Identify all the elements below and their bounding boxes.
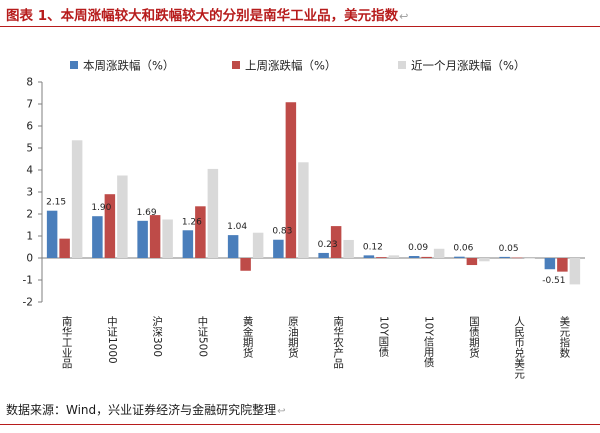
bar [252,232,264,258]
top-rule [0,26,600,27]
paragraph-mark-icon: ↩ [277,406,286,417]
bar [569,258,581,285]
data-label: 1.26 [182,217,202,227]
bar [240,258,251,271]
bar [524,258,535,259]
chart-title: 图表 1、本周涨幅较大和跌幅较大的分别是南华工业品，美元指数↩ [6,8,409,24]
bar [137,220,148,258]
y-tick-label: 4 [26,165,33,177]
legend-swatch [398,61,406,69]
bar [59,238,70,258]
category-label: 原油期货 [287,316,299,359]
bar [511,257,523,259]
bar [499,256,510,258]
bar [318,252,329,258]
y-tick-label: 2 [26,209,33,221]
data-label: -0.51 [542,276,565,286]
source-note: 数据来源：Wind，兴业证券经济与金融研究院整理↩ [6,403,286,417]
y-tick-label: 5 [26,143,33,155]
bar [298,162,309,258]
bar [227,235,239,258]
bar [557,258,568,272]
category-label: 中证500 [196,315,208,357]
category-labels: 南华工业品 中证1000 沪深300 中证500 黄金期货 原油期货 南华农产品 10Y国债 1… [61,315,571,379]
y-tick-label: -2 [23,297,33,309]
bar [363,255,375,258]
data-label: 0.05 [499,244,519,254]
bar [421,256,432,258]
bar [92,216,103,258]
data-label: 1.69 [137,208,157,218]
bar [149,215,161,258]
bar [195,206,206,258]
bar-chart: 本周涨跌幅（%） 上周涨跌幅（%） 近一个月涨跌幅（%） -2 -1 0 1 2 3 4 5 6 7 8… [23,59,585,379]
bar [285,102,297,259]
bar [408,256,420,258]
legend-label: 本周涨跌幅（%） [83,59,174,73]
bar [544,258,556,270]
data-labels: 2.15 1.90 1.69 1.26 1.04 0.83 0.23 0.12 0.09 0.06… [46,198,565,287]
bar [273,239,284,258]
bar-series [46,102,581,285]
paragraph-mark-icon: ↩ [399,10,409,23]
y-tick-label: 0 [26,253,33,265]
bar [46,210,58,258]
data-label: 1.04 [227,222,247,232]
bar [454,256,465,258]
legend: 本周涨跌幅（%） 上周涨跌幅（%） 近一个月涨跌幅（%） [70,59,525,73]
category-label: 10Y国债 [377,316,389,358]
category-label: 国债期货 [468,316,480,359]
category-label: 人民币兑美元 [513,316,525,379]
legend-label: 上周涨跌幅（%） [245,59,336,73]
bar [117,175,128,258]
y-tick-label: 6 [26,121,33,133]
y-tick-label: 1 [26,231,33,243]
bar [182,230,194,258]
bottom-rule [0,424,600,425]
bar [104,194,116,258]
bar [207,168,219,258]
data-label: 0.83 [272,227,292,237]
y-tick-label: 8 [26,77,33,89]
category-label: 沪深300 [151,315,163,357]
bar [433,248,445,258]
y-axis: -2 -1 0 1 2 3 4 5 6 7 8 [23,77,43,309]
category-label: 美元指数 [558,315,570,359]
y-tick-label: 3 [26,187,33,199]
data-label: 0.23 [318,240,338,250]
bar [330,226,342,258]
y-tick-label: 7 [26,99,33,111]
y-tick-label: -1 [23,275,33,287]
data-label: 0.06 [453,244,473,254]
bar [466,258,478,266]
data-label: 0.12 [363,242,383,252]
category-label: 10Y信用债 [423,316,435,368]
bar [343,239,354,258]
bar [376,257,387,258]
legend-swatch [70,61,78,69]
category-label: 黄金期货 [242,315,254,359]
bar [71,140,83,258]
legend-label: 近一个月涨跌幅（%） [411,59,525,73]
bar [162,219,173,258]
bar [388,255,400,258]
data-label: 0.09 [408,243,428,253]
legend-swatch [232,61,240,69]
data-label: 1.90 [91,203,111,213]
category-label: 南华农产品 [332,315,344,369]
bar [479,258,490,262]
category-label: 南华工业品 [61,315,73,369]
category-label: 中证1000 [106,315,118,363]
data-label: 2.15 [46,198,66,208]
